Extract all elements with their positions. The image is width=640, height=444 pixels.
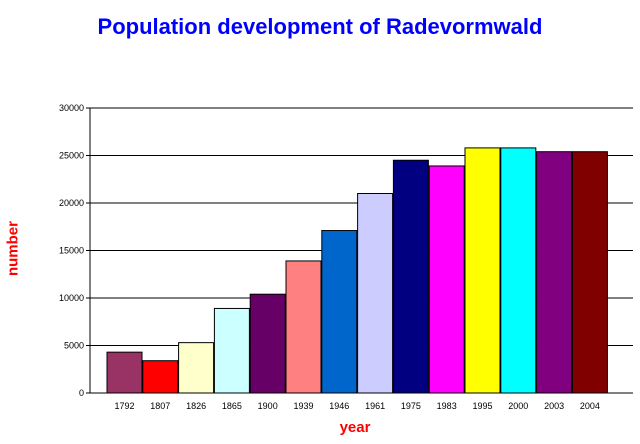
y-tick-label: 25000 [59,151,84,161]
x-tick-label: 1975 [401,401,421,411]
bar-1939 [285,260,322,394]
bar-1983 [428,165,465,394]
x-tick-label: 1807 [150,401,170,411]
bar-2000 [500,147,537,394]
x-tick-label: 1792 [114,401,134,411]
x-tick-label: 2004 [580,401,600,411]
bar-1792 [106,351,143,394]
y-tick-label: 10000 [59,293,84,303]
y-tick-label: 30000 [59,103,84,113]
bar-2003 [536,151,573,394]
axes [89,108,633,394]
x-axis-label: year [339,419,371,436]
bar-1975 [392,159,429,394]
y-tick-labels: 0 5000 10000 15000 20000 25000 30000 [59,103,84,398]
bar-2004 [571,151,608,394]
x-tick-label: 1865 [222,401,242,411]
bars [106,147,608,394]
x-tick-label: 1939 [293,401,313,411]
bar-1865 [213,307,250,394]
x-tick-label: 1946 [329,401,349,411]
y-tick-label: 15000 [59,246,84,256]
chart-title: Population development of Radevormwald [97,14,543,39]
x-tick-label: 2003 [544,401,564,411]
x-tick-label: 1983 [437,401,457,411]
bar-1995 [464,147,501,394]
bar-1807 [142,360,179,394]
x-tick-label: 1961 [365,401,385,411]
bar-1900 [249,293,286,394]
bar-1961 [357,193,394,394]
x-tick-labels: 1792 1807 1826 1865 1900 1939 1946 1961 1975 1983… [114,401,599,411]
x-tick-label: 1826 [186,401,206,411]
bar-1946 [321,230,358,394]
x-tick-label: 2000 [508,401,528,411]
x-tick-label: 1900 [258,401,278,411]
bar-1826 [178,342,215,394]
y-tick-label: 20000 [59,198,84,208]
y-tick-label: 0 [79,388,84,398]
y-tick-label: 5000 [64,341,84,351]
x-tick-label: 1995 [472,401,492,411]
